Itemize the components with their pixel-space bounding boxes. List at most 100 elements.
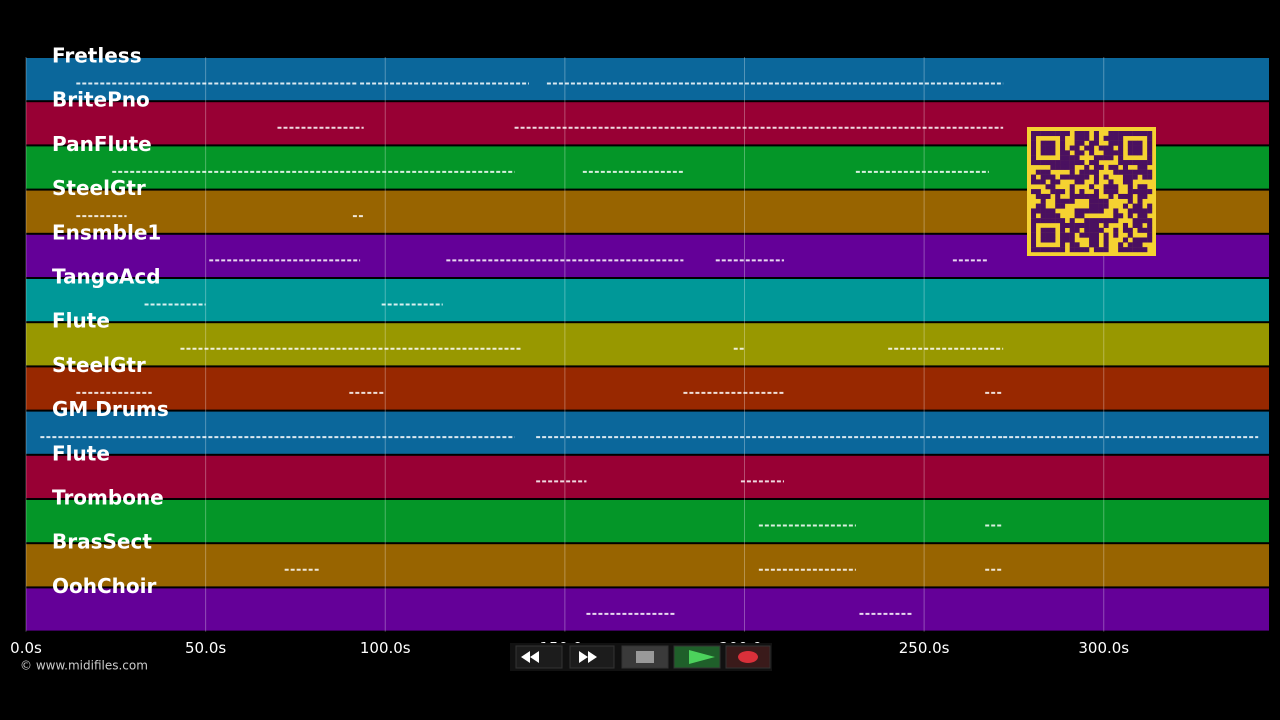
- qr-cell: [1040, 169, 1046, 175]
- qr-cell: [1127, 189, 1133, 195]
- qr-cell: [1118, 155, 1124, 161]
- qr-cell: [1069, 237, 1075, 243]
- qr-cell: [1127, 160, 1133, 166]
- qr-cell: [1089, 222, 1095, 228]
- qr-cell: [1137, 164, 1143, 170]
- play-button[interactable]: [673, 645, 721, 669]
- qr-cell: [1122, 193, 1128, 199]
- qr-cell: [1060, 135, 1066, 141]
- qr-cell: [1132, 174, 1138, 180]
- qr-cell: [1031, 218, 1037, 224]
- qr-cell: [1147, 140, 1153, 146]
- track-name: OohChoir: [52, 574, 156, 598]
- qr-cell: [1147, 150, 1153, 156]
- qr-cell: [1089, 232, 1095, 238]
- track-band: [26, 323, 1269, 366]
- qr-cell: [1079, 222, 1085, 228]
- qr-cell: [1103, 218, 1109, 224]
- track-name: SteelGtr: [52, 176, 146, 200]
- qr-cell: [1118, 193, 1124, 199]
- qr-cell: [1040, 227, 1046, 233]
- qr-cell: [1113, 164, 1119, 170]
- record-button[interactable]: [725, 645, 771, 669]
- qr-cell: [1113, 227, 1119, 233]
- qr-cell: [1055, 198, 1061, 204]
- qr-cell: [1079, 174, 1085, 180]
- qr-cell: [1050, 213, 1056, 219]
- qr-cell: [1089, 169, 1095, 175]
- qr-cell: [1137, 203, 1143, 209]
- qr-cell: [1137, 222, 1143, 228]
- qr-cell: [1127, 198, 1133, 204]
- qr-cell: [1093, 208, 1099, 214]
- qr-cell: [1064, 232, 1070, 238]
- qr-cell: [1098, 203, 1104, 209]
- qr-cell: [1079, 213, 1085, 219]
- qr-cell: [1031, 140, 1037, 146]
- qr-cell: [1031, 232, 1037, 238]
- qr-cell: [1074, 140, 1080, 146]
- track-band: [26, 367, 1269, 410]
- qr-cell: [1040, 150, 1046, 156]
- qr-cell: [1113, 189, 1119, 195]
- stop-button[interactable]: [621, 645, 669, 669]
- qr-cell: [1079, 189, 1085, 195]
- qr-cell: [1093, 189, 1099, 195]
- qr-cell: [1142, 213, 1148, 219]
- qr-cell: [1093, 198, 1099, 204]
- qr-cell: [1132, 237, 1138, 243]
- qr-cell: [1035, 169, 1041, 175]
- qr-cell: [1137, 150, 1143, 156]
- qr-cell: [1122, 174, 1128, 180]
- qr-cell: [1108, 140, 1114, 146]
- qr-cell: [1031, 189, 1037, 195]
- qr-cell: [1089, 150, 1095, 156]
- qr-cell: [1064, 160, 1070, 166]
- qr-cell: [1137, 198, 1143, 204]
- qr-cell: [1098, 208, 1104, 214]
- x-tick-label: 50.0s: [185, 639, 226, 657]
- qr-cell: [1113, 131, 1119, 137]
- qr-cell: [1122, 203, 1128, 209]
- qr-cell: [1108, 135, 1114, 141]
- qr-cell: [1050, 218, 1056, 224]
- qr-cell: [1108, 150, 1114, 156]
- qr-cell: [1045, 174, 1051, 180]
- qr-cell: [1084, 174, 1090, 180]
- qr-cell: [1132, 189, 1138, 195]
- qr-cell: [1093, 218, 1099, 224]
- qr-cell: [1040, 131, 1046, 137]
- qr-cell: [1060, 232, 1066, 238]
- fast-forward-button[interactable]: [569, 645, 615, 669]
- qr-cell: [1137, 247, 1143, 253]
- qr-cell: [1127, 179, 1133, 185]
- qr-cell: [1060, 222, 1066, 228]
- qr-cell: [1122, 169, 1128, 175]
- qr-cell: [1069, 164, 1075, 170]
- qr-cell: [1103, 247, 1109, 253]
- play-icon: [689, 650, 715, 664]
- qr-cell: [1089, 140, 1095, 146]
- x-tick-label: 100.0s: [360, 639, 411, 657]
- qr-cell: [1137, 169, 1143, 175]
- track-name: TangoAcd: [52, 265, 161, 289]
- qr-cell: [1103, 174, 1109, 180]
- qr-cell: [1113, 135, 1119, 141]
- qr-cell: [1089, 184, 1095, 190]
- qr-cell: [1040, 160, 1046, 166]
- transport-controls: [510, 643, 772, 671]
- qr-cell: [1122, 237, 1128, 243]
- qr-cell: [1069, 155, 1075, 161]
- stop-icon: [636, 651, 654, 663]
- qr-cell: [1147, 155, 1153, 161]
- qr-cell: [1093, 140, 1099, 146]
- qr-cell: [1132, 208, 1138, 214]
- rewind-button[interactable]: [515, 645, 563, 669]
- qr-cell: [1103, 145, 1109, 151]
- qr-cell: [1147, 131, 1153, 137]
- qr-cell: [1108, 164, 1114, 170]
- qr-cell: [1089, 145, 1095, 151]
- qr-cell: [1031, 135, 1037, 141]
- qr-cell: [1147, 237, 1153, 243]
- qr-cell: [1147, 208, 1153, 214]
